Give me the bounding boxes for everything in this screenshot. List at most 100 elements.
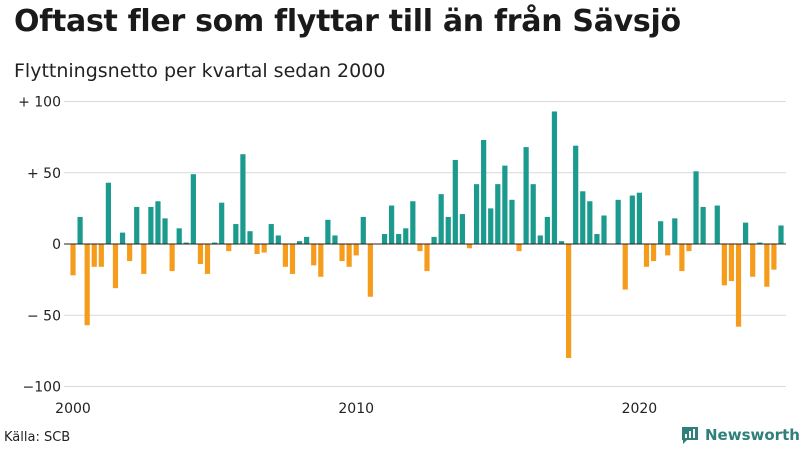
bar [268, 224, 274, 244]
bar [169, 244, 175, 272]
bar [84, 244, 90, 326]
bar [481, 139, 487, 244]
bar [530, 184, 536, 244]
bar [226, 244, 232, 252]
bar [77, 216, 83, 244]
bar [551, 111, 558, 244]
newsworthy-logo-icon [682, 427, 698, 444]
bar [233, 224, 239, 244]
bar [650, 244, 657, 262]
bar [311, 244, 317, 266]
bar [247, 231, 253, 245]
bar [318, 244, 324, 277]
bar [275, 235, 281, 244]
bar [587, 201, 593, 244]
bar [204, 244, 211, 274]
bar [91, 244, 97, 267]
bar [197, 244, 204, 264]
y-tick-label: + 100 [18, 95, 61, 111]
axis-labels: + 100 + 50 0 − 50 −100 2000 2010 2020 [18, 95, 657, 418]
bar [240, 154, 246, 244]
bar [459, 214, 465, 244]
bar [544, 216, 550, 244]
bar [417, 244, 423, 252]
bar [728, 244, 735, 282]
bar [261, 244, 267, 253]
y-tick-label: 0 [52, 237, 61, 253]
bar [629, 195, 635, 244]
y-tick-label: + 50 [27, 166, 61, 182]
brand-logo[interactable]: Newsworthy [680, 425, 800, 445]
bar [289, 244, 296, 274]
bar [672, 218, 678, 244]
bar [558, 241, 565, 244]
gridlines [64, 101, 786, 387]
y-tick-label: −100 [23, 380, 61, 396]
bar [466, 244, 473, 249]
bar [452, 159, 458, 245]
bar [488, 208, 494, 245]
bar [643, 244, 650, 267]
bar [254, 244, 260, 254]
bar [714, 205, 720, 245]
bar [700, 206, 706, 244]
bar [332, 235, 338, 244]
bar [176, 228, 182, 244]
bar [190, 174, 196, 245]
bar [580, 191, 586, 245]
bar [346, 244, 352, 267]
bar [735, 244, 742, 327]
bar [112, 244, 119, 289]
bar [70, 244, 76, 276]
bar [389, 205, 395, 245]
bar [622, 244, 628, 290]
bars [70, 111, 784, 358]
bar [778, 225, 784, 244]
bar [495, 184, 501, 244]
bar [105, 182, 111, 244]
bar [764, 244, 770, 287]
bar [410, 201, 416, 244]
bar [771, 244, 777, 270]
bar [665, 244, 671, 256]
bar [523, 147, 529, 244]
bar [757, 242, 763, 244]
brand-name: Newsworthy [705, 426, 800, 444]
chart-subtitle: Flyttningsnetto per kvartal sedan 2000 [14, 60, 386, 82]
bar [141, 244, 147, 274]
chart-title: Oftast fler som flyttar till än från Säv… [14, 4, 681, 39]
bar [431, 236, 437, 245]
bar [516, 244, 522, 252]
bar [155, 201, 161, 244]
bar [743, 222, 749, 245]
bar [127, 244, 133, 262]
x-tick-label: 2010 [338, 401, 374, 417]
bar [594, 234, 600, 244]
bar [282, 244, 288, 267]
bar [381, 234, 388, 244]
y-tick-label: − 50 [27, 308, 61, 324]
source-label: Källa: SCB [4, 430, 71, 445]
bar [537, 235, 543, 244]
x-tick-label: 2000 [55, 401, 91, 417]
bar [438, 194, 444, 245]
bar [658, 221, 664, 244]
bar [367, 244, 373, 297]
bar [162, 218, 168, 244]
bar [502, 165, 508, 245]
bar [693, 171, 699, 244]
bar [686, 244, 692, 252]
bar [615, 199, 621, 244]
bar [396, 234, 402, 244]
bar [750, 244, 756, 277]
bar [679, 244, 685, 272]
bar [601, 215, 607, 244]
bar [509, 199, 515, 244]
bar [473, 184, 480, 244]
bar [445, 216, 451, 244]
x-tick-label: 2020 [622, 401, 658, 417]
bar [148, 206, 154, 244]
bar [721, 244, 727, 286]
bar [304, 236, 310, 245]
